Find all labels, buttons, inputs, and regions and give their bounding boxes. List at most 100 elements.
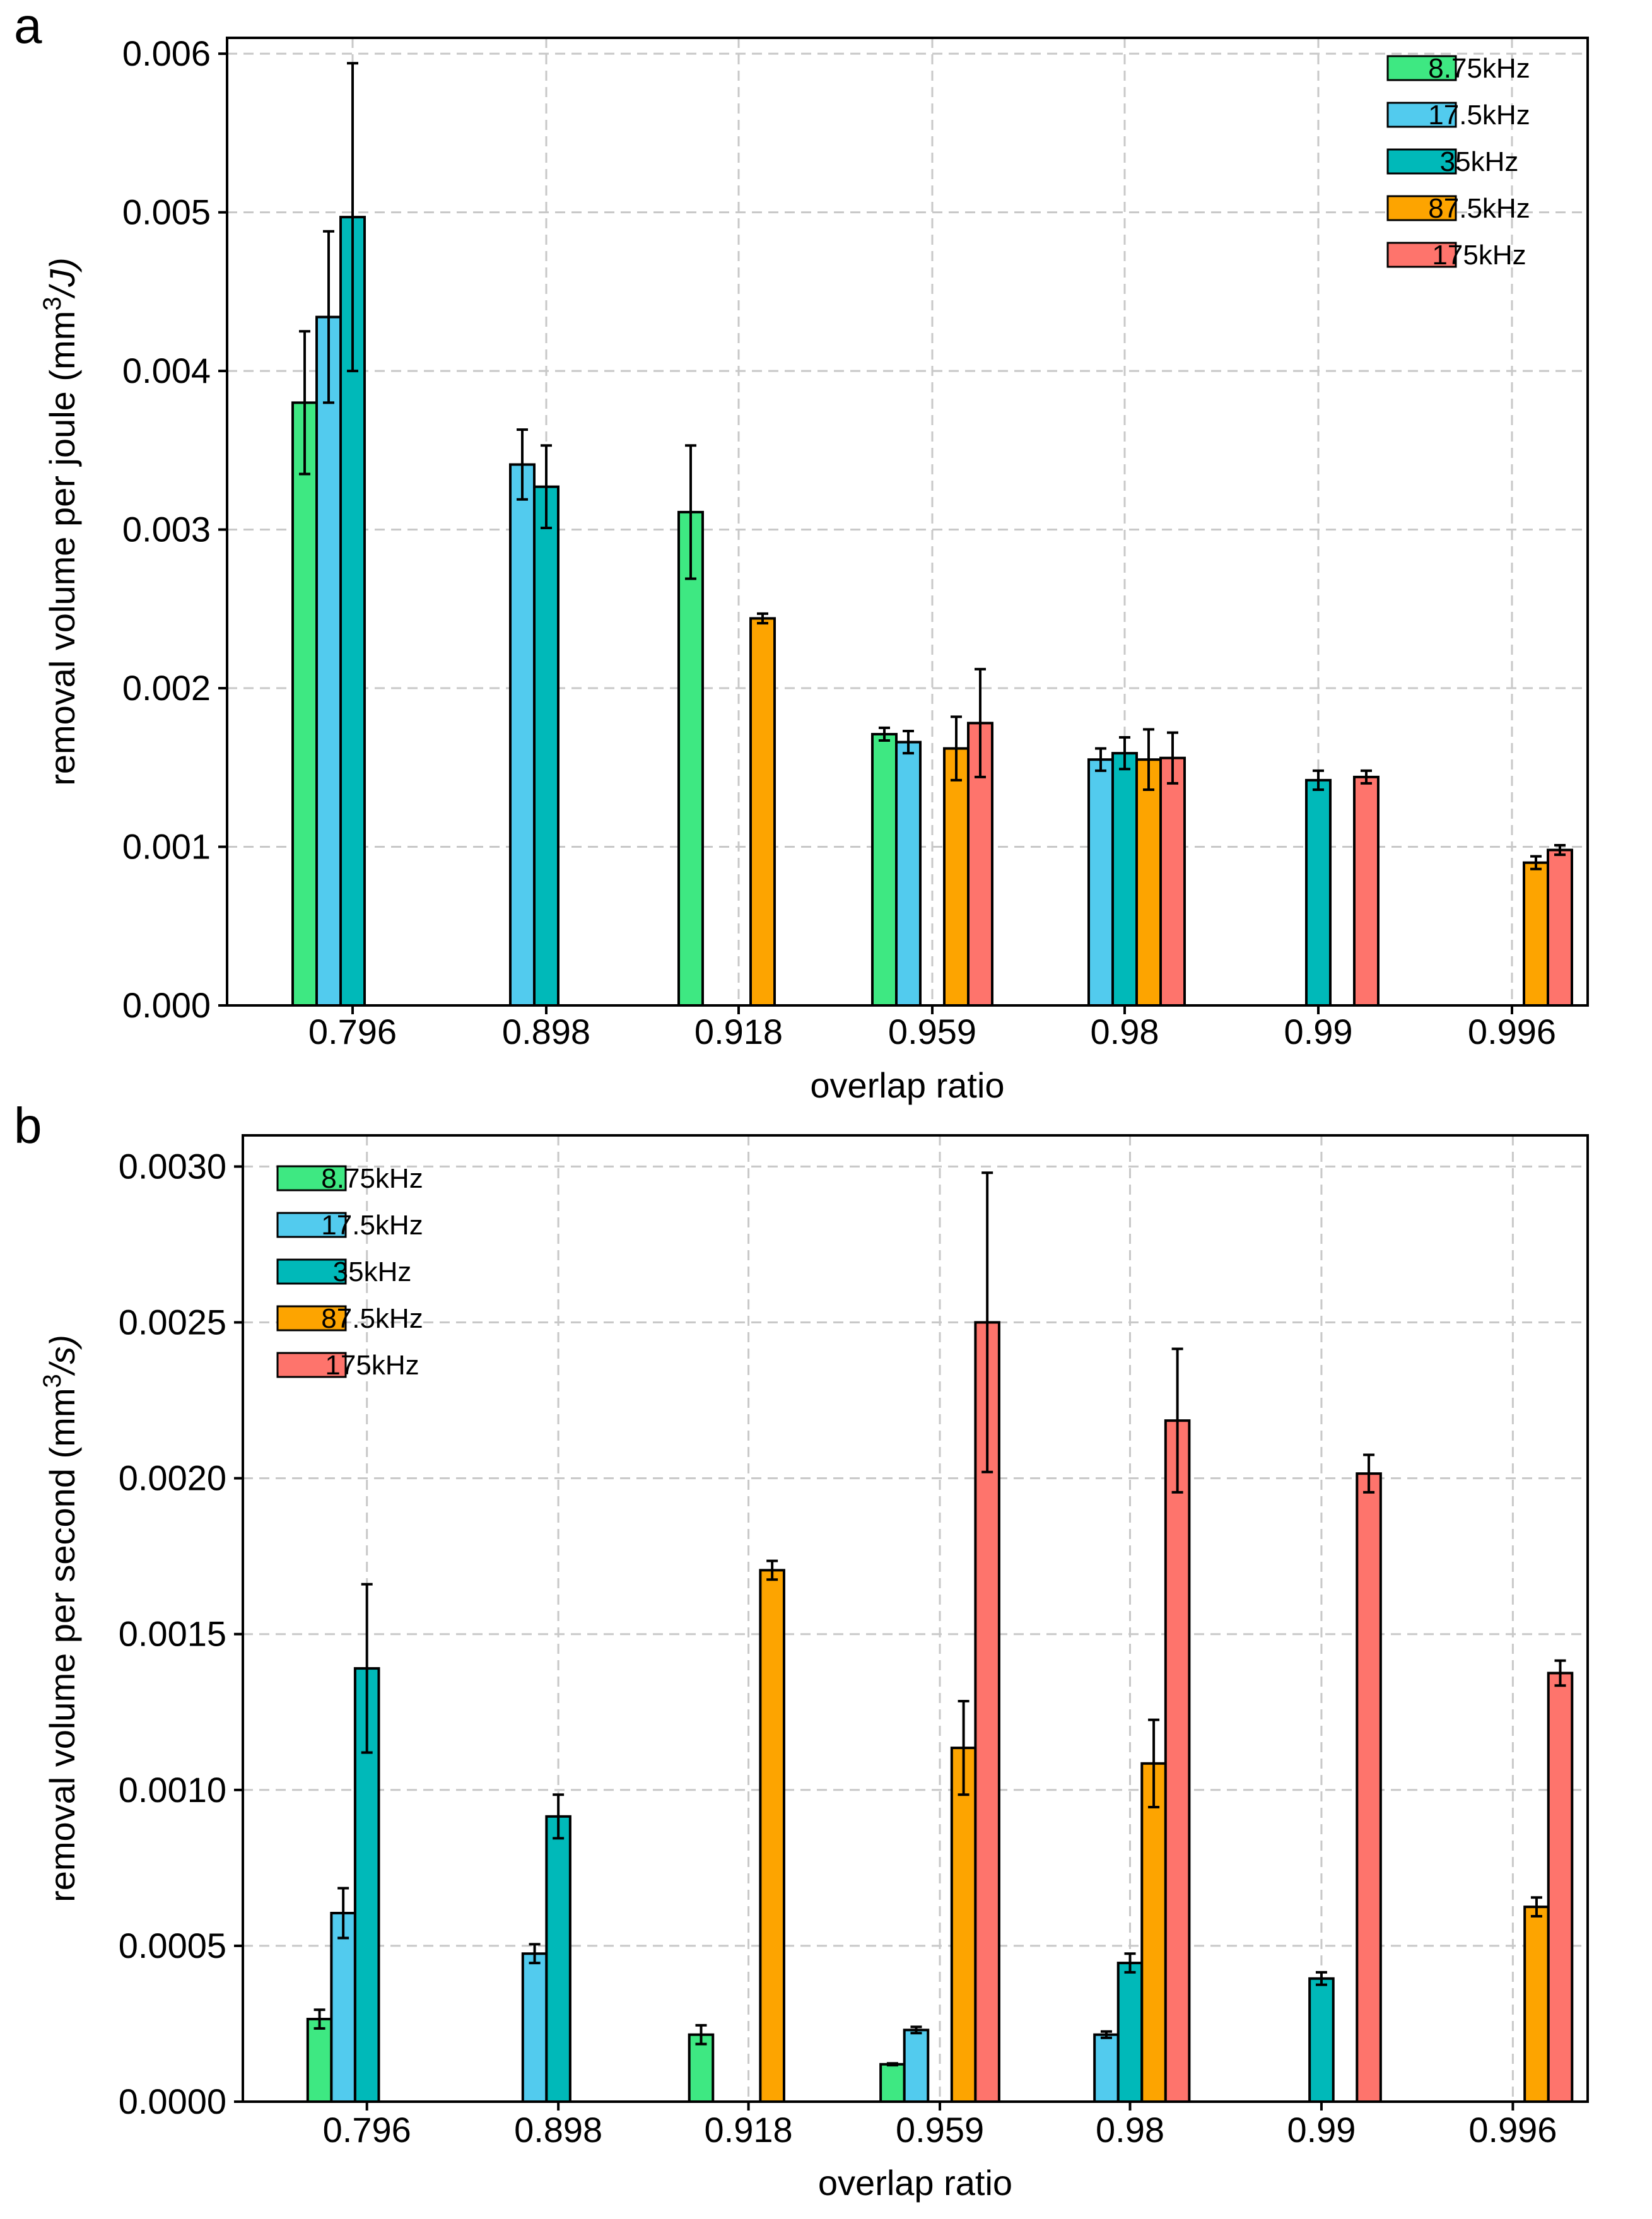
bar-8.75kHz-0.796 bbox=[306, 2018, 333, 2104]
bar-35kHz-0.898 bbox=[545, 1815, 571, 2104]
bar-17.5kHz-0.796 bbox=[315, 315, 342, 1007]
x-tick-label: 0.99 bbox=[1287, 2110, 1356, 2150]
x-tick-label: 0.98 bbox=[1091, 1012, 1159, 1051]
bar-8.75kHz-0.918 bbox=[677, 510, 704, 1007]
chart-panel-b: b 0.0000 0.0005 0.0010 0.0015 0.0020 0.0025 0.0… bbox=[14, 1098, 1589, 2203]
legend: 8.75kHz 17.5kHz 35kHz 87.5kHz 175kHz bbox=[276, 1163, 423, 1381]
y-axis-label-sup: 3 bbox=[38, 296, 66, 310]
x-tick-label: 0.996 bbox=[1468, 1012, 1556, 1051]
legend-label-175kHz: 175kHz bbox=[1432, 240, 1526, 271]
legend-label-17.5kHz: 17.5kHz bbox=[1428, 100, 1530, 131]
bar-87.5kHz-0.98 bbox=[1135, 758, 1162, 1007]
y-tick-label: 0.0000 bbox=[119, 2081, 226, 2121]
y-tick-label: 0.000 bbox=[122, 985, 211, 1025]
bar-8.75kHz-0.959 bbox=[871, 732, 898, 1007]
y-axis-label-prefix: removal volume per second (mm bbox=[42, 1388, 82, 1902]
x-tick-label: 0.918 bbox=[694, 1012, 783, 1051]
x-tick-label: 0.98 bbox=[1096, 2110, 1164, 2150]
legend-label-35kHz: 35kHz bbox=[333, 1256, 412, 1287]
bar-175kHz-0.99 bbox=[1353, 775, 1380, 1007]
legend-swatch-8.75kHz bbox=[1386, 55, 1457, 81]
bar-8.75kHz-0.959 bbox=[879, 2063, 906, 2104]
legend-swatch-17.5kHz bbox=[1386, 102, 1457, 128]
bar-17.5kHz-0.898 bbox=[509, 463, 536, 1007]
legend-label-175kHz: 175kHz bbox=[325, 1350, 419, 1381]
y-tick-label: 0.005 bbox=[122, 192, 211, 232]
y-tick-label: 0.003 bbox=[122, 510, 211, 549]
y-axis-label-prefix: removal volume per joule (mm bbox=[42, 311, 82, 786]
x-tick-label: 0.959 bbox=[896, 2110, 984, 2150]
y-axis-label-suffix: /s) bbox=[42, 1335, 82, 1376]
x-axis-label: overlap ratio bbox=[810, 1065, 1004, 1105]
y-tick-label: 0.0015 bbox=[119, 1614, 226, 1654]
bar-87.5kHz-0.918 bbox=[759, 1569, 785, 2103]
legend-swatch-17.5kHz bbox=[276, 1212, 347, 1238]
x-tick-label: 0.898 bbox=[502, 1012, 590, 1051]
legend-swatch-8.75kHz bbox=[276, 1165, 347, 1191]
bar-87.5kHz-0.918 bbox=[749, 617, 776, 1007]
bar-175kHz-0.99 bbox=[1356, 1472, 1382, 2103]
y-tick-label: 0.0030 bbox=[119, 1146, 226, 1186]
x-axis-label: overlap ratio bbox=[818, 2163, 1012, 2203]
x-tick-label: 0.918 bbox=[705, 2110, 793, 2150]
bar-35kHz-0.99 bbox=[1308, 1977, 1335, 2103]
legend-label-87.5kHz: 87.5kHz bbox=[1428, 193, 1530, 224]
bar-35kHz-0.796 bbox=[353, 1667, 380, 2104]
y-tick-label: 0.0010 bbox=[119, 1770, 226, 1810]
bar-35kHz-0.898 bbox=[533, 485, 559, 1007]
x-tick-label: 0.796 bbox=[308, 1012, 397, 1051]
y-tick-label: 0.001 bbox=[122, 827, 211, 867]
x-tick-label: 0.898 bbox=[514, 2110, 602, 2150]
legend-label-35kHz: 35kHz bbox=[1440, 146, 1519, 177]
bar-175kHz-0.996 bbox=[1547, 1672, 1574, 2103]
y-axis-label-sup: 3 bbox=[38, 1374, 66, 1388]
y-axis-label-suffix: /J) bbox=[42, 257, 82, 299]
bar-17.5kHz-0.959 bbox=[903, 2029, 930, 2103]
bar-175kHz-0.98 bbox=[1164, 1419, 1191, 2103]
bar-17.5kHz-0.98 bbox=[1087, 758, 1114, 1007]
legend-swatch-175kHz bbox=[276, 1352, 347, 1378]
bar-17.5kHz-0.98 bbox=[1093, 2033, 1120, 2103]
y-axis-label: removal volume per joule (mm3/J) bbox=[38, 257, 82, 786]
legend-swatch-35kHz bbox=[276, 1258, 347, 1285]
y-tick-label: 0.0025 bbox=[119, 1303, 226, 1342]
legend-label-17.5kHz: 17.5kHz bbox=[321, 1210, 423, 1241]
bar-87.5kHz-0.996 bbox=[1523, 861, 1549, 1007]
x-tick-label: 0.796 bbox=[323, 2110, 411, 2150]
bar-175kHz-0.996 bbox=[1547, 848, 1573, 1007]
bar-87.5kHz-0.959 bbox=[943, 747, 970, 1007]
legend-swatch-175kHz bbox=[1386, 242, 1457, 268]
legend-label-8.75kHz: 8.75kHz bbox=[321, 1163, 423, 1194]
y-tick-label: 0.002 bbox=[122, 668, 211, 708]
y-tick-label: 0.004 bbox=[122, 351, 211, 390]
legend: 8.75kHz 17.5kHz 35kHz 87.5kHz 175kHz bbox=[1386, 53, 1530, 271]
bar-35kHz-0.99 bbox=[1305, 778, 1332, 1007]
y-tick-label: 0.006 bbox=[122, 33, 211, 73]
legend-swatch-87.5kHz bbox=[1386, 195, 1457, 221]
x-tick-label: 0.996 bbox=[1468, 2110, 1557, 2150]
y-tick-label: 0.0005 bbox=[119, 1926, 226, 1965]
panel-label: b bbox=[14, 1098, 42, 1154]
bar-175kHz-0.98 bbox=[1159, 756, 1186, 1007]
panel-label: a bbox=[14, 0, 42, 54]
x-tick-label: 0.959 bbox=[888, 1012, 976, 1051]
bar-87.5kHz-0.98 bbox=[1140, 1762, 1167, 2104]
legend-label-87.5kHz: 87.5kHz bbox=[321, 1303, 423, 1334]
bar-35kHz-0.98 bbox=[1111, 752, 1138, 1007]
bar-17.5kHz-0.898 bbox=[521, 1952, 548, 2103]
bar-35kHz-0.98 bbox=[1116, 1962, 1144, 2104]
chart-panel-a: a 0.000 0.001 0.002 0.003 0.004 0.005 0.006 0.79… bbox=[14, 0, 1589, 1105]
x-tick-label: 0.99 bbox=[1284, 1012, 1353, 1051]
y-tick-label: 0.0020 bbox=[119, 1458, 226, 1498]
bar-17.5kHz-0.796 bbox=[330, 1912, 356, 2104]
bar-87.5kHz-0.959 bbox=[950, 1747, 977, 2103]
legend-label-8.75kHz: 8.75kHz bbox=[1428, 53, 1530, 84]
bar-87.5kHz-0.996 bbox=[1523, 1906, 1550, 2104]
legend-swatch-87.5kHz bbox=[276, 1305, 347, 1332]
plot-frame bbox=[226, 37, 1589, 1007]
plot-frame bbox=[242, 1134, 1589, 2103]
bar-17.5kHz-0.959 bbox=[895, 741, 922, 1007]
bar-8.75kHz-0.796 bbox=[291, 401, 318, 1007]
y-axis-label: removal volume per second (mm3/s) bbox=[38, 1335, 82, 1902]
